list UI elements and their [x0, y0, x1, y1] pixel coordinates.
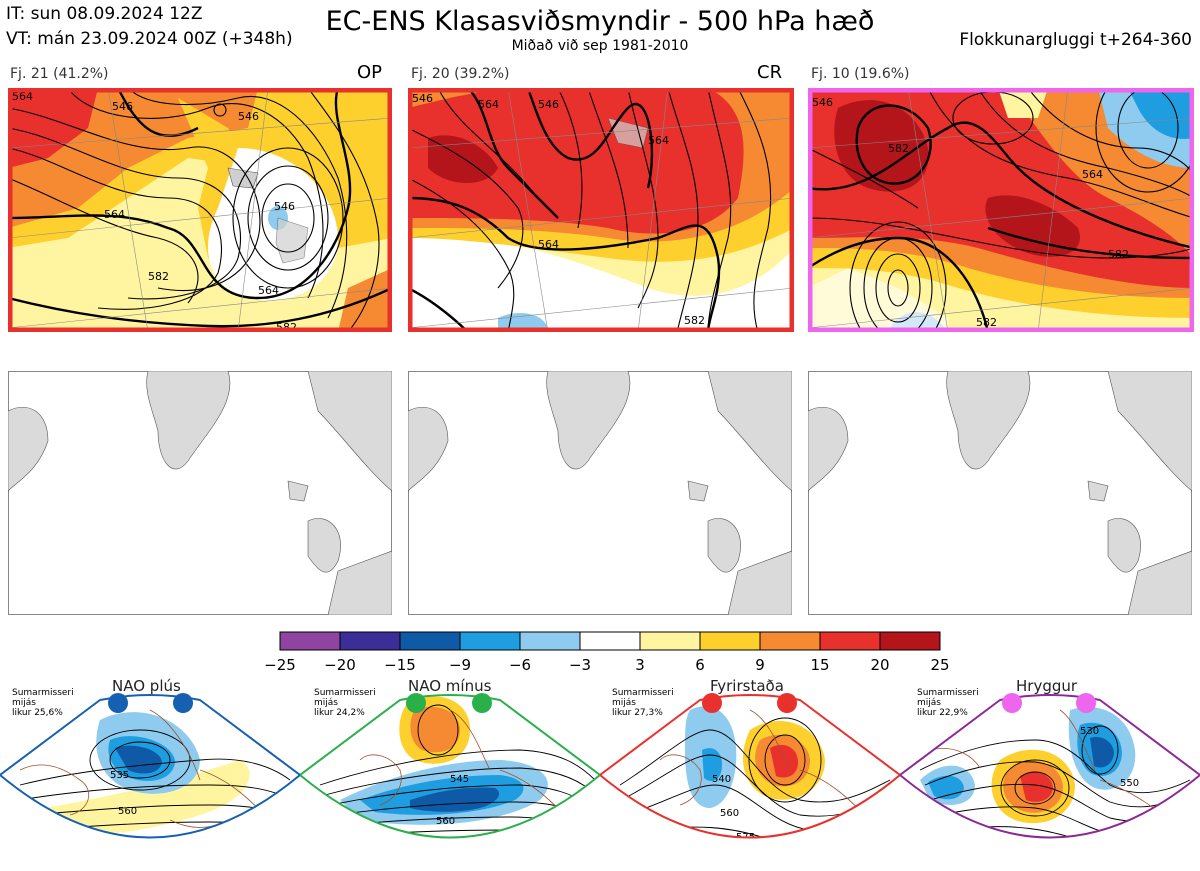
cluster-1-map: 564 546 546 564 546 582 564 582: [8, 88, 392, 332]
regime-3-contour-label: 575: [736, 832, 755, 843]
regime-2-dot: [472, 693, 492, 713]
colorbar-tick-label: −3: [569, 656, 591, 674]
cluster-2-contour-label: 564: [648, 134, 669, 147]
cluster-3-contour-label: 546: [812, 96, 833, 109]
cluster-3-contour-label: 582: [888, 142, 909, 155]
anomaly-colorbar: −25 −20 −15 −9 −6 −3 3 6 9 15 20 25: [260, 630, 960, 678]
regime-4-contour-label: 550: [1120, 778, 1139, 789]
regime-4-info: Sumarmisseri mijás likur 22,9%: [917, 688, 979, 718]
regime-4-dot: [1076, 693, 1096, 713]
color-swatch: [399, 631, 461, 651]
color-swatch: [279, 631, 341, 651]
color-swatch: [759, 631, 821, 651]
colorbar-tick-label: 6: [695, 656, 705, 674]
regime-4-dot: [1002, 693, 1022, 713]
base-map-1: [8, 371, 392, 615]
regime-2-contour-label: 560: [436, 816, 455, 827]
regime-2-map: 545 560 575: [300, 690, 600, 870]
cluster-1-tag: OP: [357, 62, 383, 83]
regime-3-dot: [777, 693, 797, 713]
cluster-1-label: Fj. 21 (41.2%): [10, 66, 109, 82]
cluster-3-contour-label: 582: [1108, 248, 1129, 261]
colorbar-tick-label: −20: [324, 656, 356, 674]
colorbar-tick-label: −6: [509, 656, 531, 674]
cluster-1-contour-label: 582: [148, 270, 169, 283]
cluster-1-frame: [8, 88, 392, 332]
colorbar-tick-label: −15: [384, 656, 416, 674]
regime-3-map: 540 560 575: [600, 690, 900, 870]
regime-2-info: Sumarmisseri mijás likur 24,2%: [314, 688, 376, 718]
regime-4-contour-label: 530: [1080, 726, 1099, 737]
regime-4-frame: [900, 694, 1200, 839]
regime-3-info: Sumarmisseri mijás likur 27,3%: [612, 688, 674, 718]
regime-1-frame: [0, 694, 300, 839]
colorbar-tick-label: 20: [870, 656, 889, 674]
regime-3-contour-label: 540: [712, 774, 731, 785]
regime-1-dot: [108, 693, 128, 713]
color-swatch: [879, 631, 941, 651]
cluster-1-contour-label: 546: [112, 100, 133, 113]
regime-3-frame: [600, 694, 900, 839]
cluster-2-frame: [408, 88, 794, 332]
cluster-2-contour-label: 564: [478, 98, 499, 111]
base-map-3: [808, 371, 1192, 615]
regime-1-title: NAO plús: [112, 677, 181, 695]
regime-1-map: 535 560: [0, 690, 300, 870]
cluster-2-contour-label: 564: [538, 238, 559, 251]
regime-3-title: Fyrirstaða: [710, 677, 784, 695]
regime-2-contour-label: 545: [450, 774, 469, 785]
cluster-1-contour-label: 564: [258, 284, 279, 297]
page-title: EC-ENS Klasasviðsmyndir - 500 hPa hæð: [325, 6, 875, 37]
cluster-2-contour-label: 546: [538, 98, 559, 111]
cluster-3-frame: [808, 88, 1194, 332]
cluster-1-contour-label: 582: [276, 321, 297, 332]
base-map-2: [408, 371, 792, 615]
colorbar-tick-label: −9: [449, 656, 471, 674]
cluster-window: Flokkunargluggi t+264-360: [959, 30, 1192, 50]
regime-4-map: 530 550 575: [900, 690, 1200, 870]
cluster-2-label: Fj. 20 (39.2%): [411, 66, 510, 82]
regime-1-dot: [173, 693, 193, 713]
regime-1-info: Sumarmisseri mijás likur 25,6%: [12, 688, 74, 718]
cluster-2-contour-label: 582: [684, 314, 705, 327]
regime-4-contour-label: 575: [1092, 838, 1111, 849]
page-subtitle: Miðað við sep 1981-2010: [511, 38, 689, 54]
cluster-2-contour-label: 546: [412, 92, 433, 105]
colorbar-tick-label: 3: [635, 656, 645, 674]
cluster-1-contour-label: 564: [104, 208, 125, 221]
color-swatch: [459, 631, 521, 651]
regime-1-contour-label: 535: [110, 770, 129, 781]
regime-2-frame: [300, 694, 600, 839]
colorbar-tick-label: 25: [930, 656, 949, 674]
regime-3-contour-label: 560: [720, 808, 739, 819]
cluster-1-contour-label: 546: [274, 200, 295, 213]
colorbar-tick-label: 9: [755, 656, 765, 674]
valid-time: VT: mán 23.09.2024 00Z (+348h): [6, 29, 293, 49]
regime-4-title: Hryggur: [1016, 677, 1078, 695]
regime-2-dot: [406, 693, 426, 713]
color-swatch: [639, 631, 701, 651]
regime-2-contour-label: 575: [446, 852, 465, 863]
cluster-3-label: Fj. 10 (19.6%): [811, 66, 910, 82]
color-swatch: [339, 631, 401, 651]
regime-3-dot: [702, 693, 722, 713]
colorbar-tick-label: 15: [810, 656, 829, 674]
cluster-1-contour-label: 546: [238, 110, 259, 123]
cluster-1-contour-label: 564: [12, 90, 33, 103]
cluster-3-contour-label: 582: [976, 316, 997, 329]
initial-time: IT: sun 08.09.2024 12Z: [6, 4, 203, 24]
color-swatch: [519, 631, 581, 651]
color-swatch: [819, 631, 881, 651]
cluster-3-contour-label: 564: [1082, 168, 1103, 181]
cluster-2-tag: CR: [757, 62, 783, 83]
cluster-2-map: 564 546 564 546 564 582: [408, 88, 794, 332]
color-swatch: [699, 631, 761, 651]
colorbar-tick-label: −25: [264, 656, 296, 674]
regime-1-contour-label: 560: [118, 806, 137, 817]
color-swatch: [579, 631, 641, 651]
regime-2-title: NAO mínus: [408, 677, 492, 695]
cluster-3-map: 546 582 564 582 582: [808, 88, 1194, 332]
